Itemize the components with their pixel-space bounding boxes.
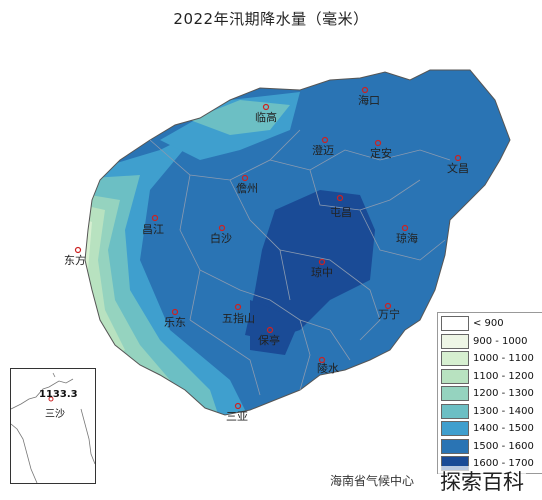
legend-item: 1100 - 1200 — [438, 368, 542, 385]
legend-label: 1400 - 1500 — [473, 423, 534, 434]
city-changjiang: 昌江 — [142, 214, 164, 236]
city-dongfang: 东方 — [64, 246, 86, 267]
legend-swatch — [441, 351, 469, 366]
city-baoting: 保亭 — [258, 326, 280, 347]
city-label: 三亚 — [226, 410, 248, 423]
legend-swatch — [441, 421, 469, 436]
city-haikou: 海口 — [358, 86, 380, 107]
legend-item: 1500 - 1600 — [438, 438, 542, 455]
city-baisha: 白沙 — [210, 224, 232, 245]
city-label: 琼海 — [396, 231, 418, 245]
city-wanning: 万宁 — [378, 302, 400, 321]
city-label: 澄迈 — [312, 143, 334, 157]
legend-label: 1100 - 1200 — [473, 370, 534, 382]
legend-label: 1600 - 1700 — [473, 458, 534, 469]
city-wenchang: 文昌 — [447, 154, 469, 175]
legend-item: 1200 - 1300 — [438, 385, 542, 402]
city-label: 东方 — [64, 253, 86, 267]
south-china-sea-outline — [10, 372, 96, 484]
inset-value: 1133.3 — [39, 389, 78, 400]
city-label: 临高 — [255, 110, 277, 124]
legend-swatch — [441, 386, 469, 401]
legend-item: 900 - 1000 — [438, 333, 542, 350]
city-tunchang: 屯昌 — [330, 194, 352, 219]
city-label: 白沙 — [210, 231, 232, 245]
city-ledong: 乐东 — [164, 308, 186, 329]
city-label: 五指山 — [222, 311, 255, 325]
legend-label: 1200 - 1300 — [473, 388, 534, 399]
city-qionghai: 琼海 — [396, 224, 418, 245]
city-label: 儋州 — [236, 182, 258, 195]
legend-item: 1000 - 1100 — [438, 350, 542, 367]
city-chengmai: 澄迈 — [312, 136, 334, 157]
legend-item: 1400 - 1500 — [438, 420, 542, 437]
city-label: 万宁 — [378, 307, 400, 321]
legend-label: 1000 - 1100 — [473, 353, 534, 364]
island-outline — [84, 69, 511, 416]
city-wuzhishan: 五指山 — [222, 303, 255, 325]
legend-item: < 900 — [438, 315, 542, 332]
legend-item: 1300 - 1400 — [438, 403, 542, 420]
legend-label: 1300 - 1400 — [473, 405, 534, 417]
city-markers: 海口 临高 澄迈 定安 文昌 儋州 屯昌 昌江 白沙 琼海 东方 琼中 乐东 五… — [64, 86, 469, 423]
source-credit: 海南省气候中心 — [330, 474, 415, 488]
city-lingshui: 陵水 — [317, 356, 339, 375]
county-borders — [149, 129, 451, 396]
city-label: 保亭 — [258, 333, 280, 347]
city-lingao: 临高 — [255, 103, 277, 124]
city-sanya: 三亚 — [226, 402, 248, 423]
legend-label: 900 - 1000 — [473, 335, 528, 347]
inset-map: 1133.3 三沙 — [10, 368, 96, 484]
inset-label: 三沙 — [45, 409, 65, 420]
watermark: 探索百科 — [438, 466, 526, 496]
city-label: 屯昌 — [330, 206, 352, 219]
legend-swatch — [441, 316, 469, 331]
city-label: 昌江 — [142, 223, 164, 236]
city-label: 乐东 — [164, 316, 186, 329]
city-label: 定安 — [370, 146, 392, 160]
city-qiongzhong: 琼中 — [311, 258, 333, 279]
city-dingan: 定安 — [370, 139, 392, 160]
city-label: 琼中 — [311, 265, 333, 279]
legend-swatch — [441, 403, 469, 419]
city-label: 文昌 — [447, 161, 469, 175]
map-title: 2022年汛期降水量（毫米） — [173, 10, 369, 28]
legend-label: < 900 — [473, 318, 504, 329]
legend-swatch — [441, 438, 469, 454]
city-danzhou: 儋州 — [236, 174, 258, 195]
legend-swatch — [441, 333, 469, 349]
legend-swatch — [441, 368, 469, 384]
legend: < 900 900 - 1000 1000 - 1100 1100 - 1200 120… — [437, 312, 542, 474]
city-label: 海口 — [358, 93, 380, 107]
city-label: 陵水 — [317, 362, 339, 375]
legend-label: 1500 - 1600 — [473, 440, 534, 452]
